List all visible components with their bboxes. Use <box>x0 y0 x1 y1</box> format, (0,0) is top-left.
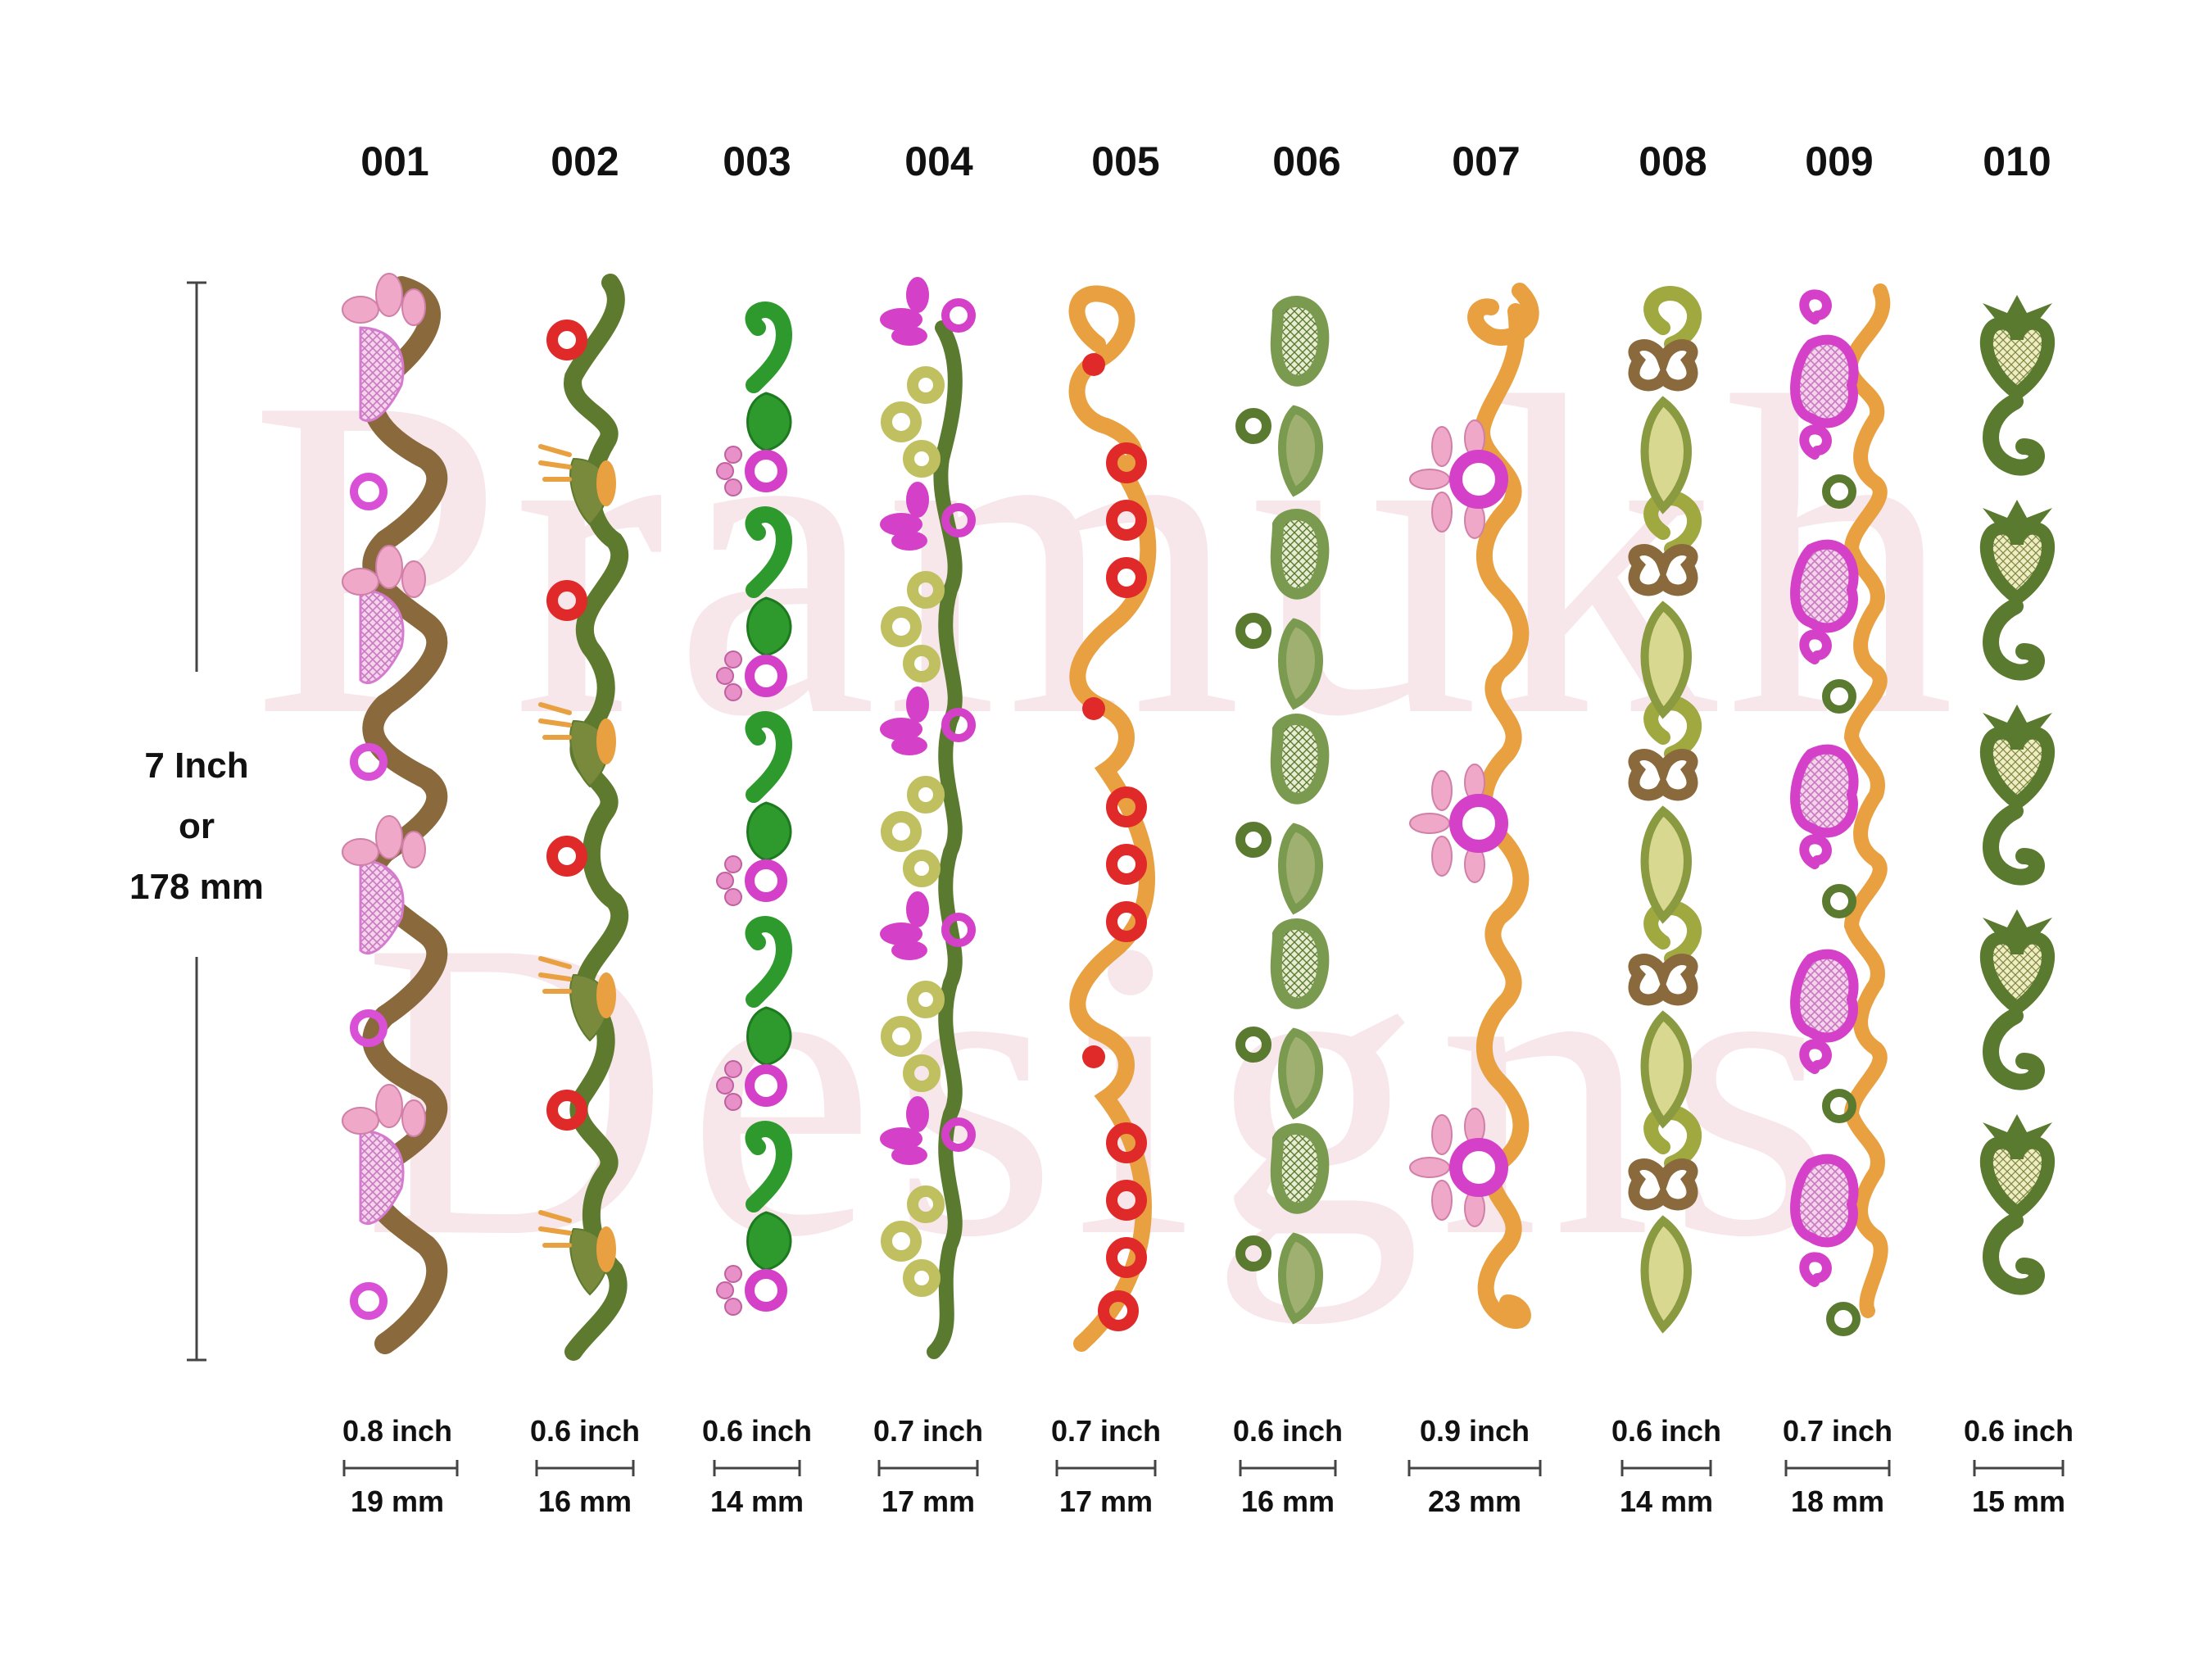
width-marker-009 <box>1784 1460 1891 1476</box>
design-width-mm-009: 18 mm <box>1790 1484 1885 1518</box>
design-width-inch-001: 0.8 inch <box>342 1414 453 1448</box>
embroidery-design-004 <box>880 277 976 1359</box>
width-marker-005 <box>1055 1460 1157 1476</box>
design-width-mm-007: 23 mm <box>1427 1484 1522 1518</box>
design-width-inch-003: 0.6 inch <box>701 1414 813 1448</box>
design-width-inch-010: 0.6 inch <box>1963 1414 2074 1448</box>
design-width-inch-009: 0.7 inch <box>1782 1414 1893 1448</box>
height-label-mm: 178 mm <box>129 867 264 907</box>
width-marker-010 <box>1973 1460 2065 1476</box>
height-label-or: or <box>179 806 215 846</box>
height-label: 7 Inch or 178 mm <box>74 736 320 918</box>
width-marker-003 <box>713 1460 801 1476</box>
design-code-006: 006 <box>1272 138 1341 184</box>
design-code-008: 008 <box>1639 138 1707 184</box>
width-marker-001 <box>342 1460 459 1476</box>
design-code-002: 002 <box>551 138 619 184</box>
design-code-009: 009 <box>1805 138 1874 184</box>
design-width-inch-004: 0.7 inch <box>873 1414 984 1448</box>
height-dimension-marker <box>187 281 206 1362</box>
embroidery-design-005 <box>1068 285 1157 1352</box>
width-marker-007 <box>1407 1460 1542 1476</box>
design-width-mm-005: 17 mm <box>1058 1484 1154 1518</box>
design-width-mm-002: 16 mm <box>537 1484 632 1518</box>
design-width-mm-003: 14 mm <box>709 1484 805 1518</box>
design-code-010: 010 <box>1983 138 2051 184</box>
width-marker-002 <box>535 1460 635 1476</box>
design-width-inch-002: 0.6 inch <box>529 1414 641 1448</box>
width-dimension-markers <box>342 1460 2065 1476</box>
width-marker-008 <box>1620 1460 1712 1476</box>
design-width-mm-004: 17 mm <box>881 1484 976 1518</box>
embroidery-design-006 <box>1235 296 1330 1325</box>
embroidery-design-002 <box>538 274 629 1361</box>
design-width-mm-001: 19 mm <box>350 1484 445 1518</box>
embroidery-design-010 <box>1979 295 2056 1295</box>
design-width-inch-008: 0.6 inch <box>1611 1414 1722 1448</box>
design-width-inch-005: 0.7 inch <box>1050 1414 1162 1448</box>
height-label-inch: 7 Inch <box>144 746 249 786</box>
width-marker-006 <box>1239 1460 1337 1476</box>
embroidery-design-007 <box>1409 283 1539 1329</box>
embroidery-design-008 <box>1628 286 1702 1334</box>
design-width-mm-010: 15 mm <box>1971 1484 2066 1518</box>
design-code-004: 004 <box>904 138 973 184</box>
embroidery-design-009 <box>1790 283 1891 1336</box>
design-width-mm-008: 14 mm <box>1619 1484 1714 1518</box>
embroidery-design-001 <box>342 273 448 1354</box>
design-width-inch-007: 0.9 inch <box>1419 1414 1530 1448</box>
embroidery-design-003 <box>716 301 792 1316</box>
design-width-mm-006: 16 mm <box>1240 1484 1335 1518</box>
width-marker-004 <box>877 1460 979 1476</box>
design-width-inch-006: 0.6 inch <box>1232 1414 1344 1448</box>
design-code-007: 007 <box>1452 138 1521 184</box>
design-code-005: 005 <box>1091 138 1160 184</box>
design-code-001: 001 <box>360 138 429 184</box>
design-code-003: 003 <box>723 138 791 184</box>
